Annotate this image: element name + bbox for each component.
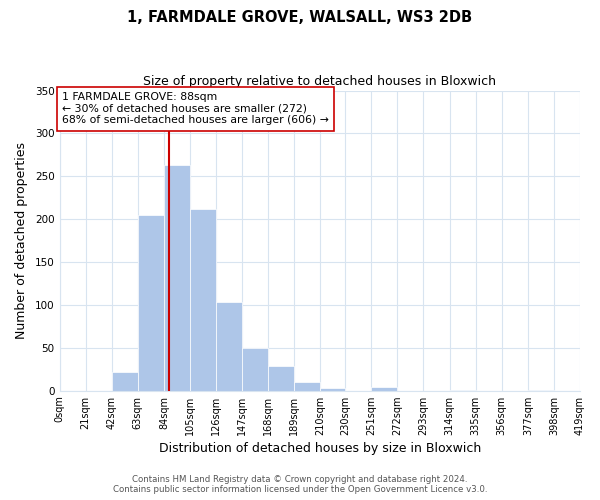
Text: 1, FARMDALE GROVE, WALSALL, WS3 2DB: 1, FARMDALE GROVE, WALSALL, WS3 2DB (127, 10, 473, 25)
Bar (242, 348, 268, 391)
Y-axis label: Number of detached properties: Number of detached properties (15, 142, 28, 339)
Text: 1 FARMDALE GROVE: 88sqm
← 30% of detached houses are smaller (272)
68% of semi-d: 1 FARMDALE GROVE: 88sqm ← 30% of detache… (62, 92, 329, 126)
Title: Size of property relative to detached houses in Bloxwich: Size of property relative to detached ho… (143, 75, 496, 88)
Bar (320, 388, 345, 390)
Bar (268, 366, 295, 390)
Bar (371, 388, 397, 390)
Bar (164, 165, 190, 390)
Bar (216, 302, 242, 390)
Bar (112, 372, 138, 390)
X-axis label: Distribution of detached houses by size in Bloxwich: Distribution of detached houses by size … (158, 442, 481, 455)
Bar (190, 209, 216, 390)
Text: Contains HM Land Registry data © Crown copyright and database right 2024.
Contai: Contains HM Land Registry data © Crown c… (113, 474, 487, 494)
Bar (295, 382, 320, 390)
Bar (138, 215, 164, 390)
